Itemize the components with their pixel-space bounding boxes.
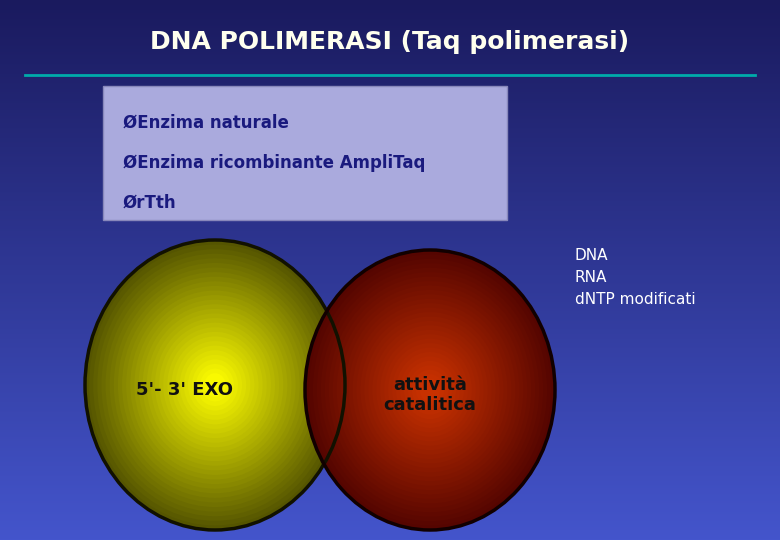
Ellipse shape <box>176 341 254 429</box>
Ellipse shape <box>380 334 480 446</box>
Ellipse shape <box>101 258 328 511</box>
Ellipse shape <box>333 281 527 499</box>
Ellipse shape <box>353 303 508 477</box>
Ellipse shape <box>139 300 292 470</box>
Ellipse shape <box>396 352 464 428</box>
Ellipse shape <box>349 299 512 481</box>
Ellipse shape <box>155 318 275 452</box>
Ellipse shape <box>204 373 225 397</box>
Ellipse shape <box>130 291 300 480</box>
Text: RNA: RNA <box>575 269 608 285</box>
Ellipse shape <box>122 281 308 489</box>
Ellipse shape <box>147 309 283 461</box>
Ellipse shape <box>184 350 246 420</box>
Text: DNA: DNA <box>575 247 608 262</box>
Ellipse shape <box>110 267 321 502</box>
Text: ØEnzima naturale: ØEnzima naturale <box>123 114 289 132</box>
Ellipse shape <box>309 254 551 525</box>
Ellipse shape <box>317 264 543 517</box>
Ellipse shape <box>126 286 304 484</box>
Ellipse shape <box>98 254 332 516</box>
Ellipse shape <box>151 313 279 456</box>
Ellipse shape <box>341 290 519 490</box>
Ellipse shape <box>412 370 448 410</box>
Ellipse shape <box>400 356 460 423</box>
Ellipse shape <box>89 245 341 525</box>
Ellipse shape <box>200 369 230 401</box>
Ellipse shape <box>328 276 531 503</box>
Ellipse shape <box>94 249 337 521</box>
Ellipse shape <box>321 268 539 512</box>
Ellipse shape <box>416 374 444 406</box>
Ellipse shape <box>159 322 271 447</box>
Ellipse shape <box>404 361 456 419</box>
Ellipse shape <box>385 339 476 441</box>
Text: ØEnzima ricombinante AmpliTaq: ØEnzima ricombinante AmpliTaq <box>123 154 425 172</box>
Ellipse shape <box>337 286 523 495</box>
Text: DNA POLIMERASI (Taq polimerasi): DNA POLIMERASI (Taq polimerasi) <box>151 30 629 54</box>
Ellipse shape <box>305 250 555 530</box>
Ellipse shape <box>356 308 504 472</box>
Ellipse shape <box>172 336 258 434</box>
Ellipse shape <box>360 312 499 468</box>
Ellipse shape <box>114 272 316 498</box>
Ellipse shape <box>143 304 287 465</box>
Ellipse shape <box>85 240 345 530</box>
Ellipse shape <box>163 327 267 443</box>
Ellipse shape <box>372 326 488 455</box>
FancyBboxPatch shape <box>103 86 507 220</box>
Ellipse shape <box>420 379 440 401</box>
Ellipse shape <box>376 330 484 450</box>
Ellipse shape <box>368 321 491 459</box>
Text: ØrTth: ØrTth <box>123 194 176 212</box>
Ellipse shape <box>188 355 242 415</box>
Ellipse shape <box>105 263 324 507</box>
Ellipse shape <box>324 272 535 508</box>
Ellipse shape <box>168 332 263 438</box>
Ellipse shape <box>345 294 516 485</box>
Ellipse shape <box>388 343 472 437</box>
Ellipse shape <box>134 295 296 475</box>
Ellipse shape <box>392 348 468 433</box>
Text: attività
catalitica: attività catalitica <box>384 376 477 414</box>
Text: dNTP modificati: dNTP modificati <box>575 292 696 307</box>
Ellipse shape <box>118 276 312 493</box>
Ellipse shape <box>192 360 238 410</box>
Text: 5'- 3' EXO: 5'- 3' EXO <box>136 381 233 399</box>
Ellipse shape <box>313 259 547 521</box>
Ellipse shape <box>408 365 452 415</box>
Ellipse shape <box>196 364 234 406</box>
Ellipse shape <box>364 316 495 463</box>
Ellipse shape <box>179 346 250 424</box>
